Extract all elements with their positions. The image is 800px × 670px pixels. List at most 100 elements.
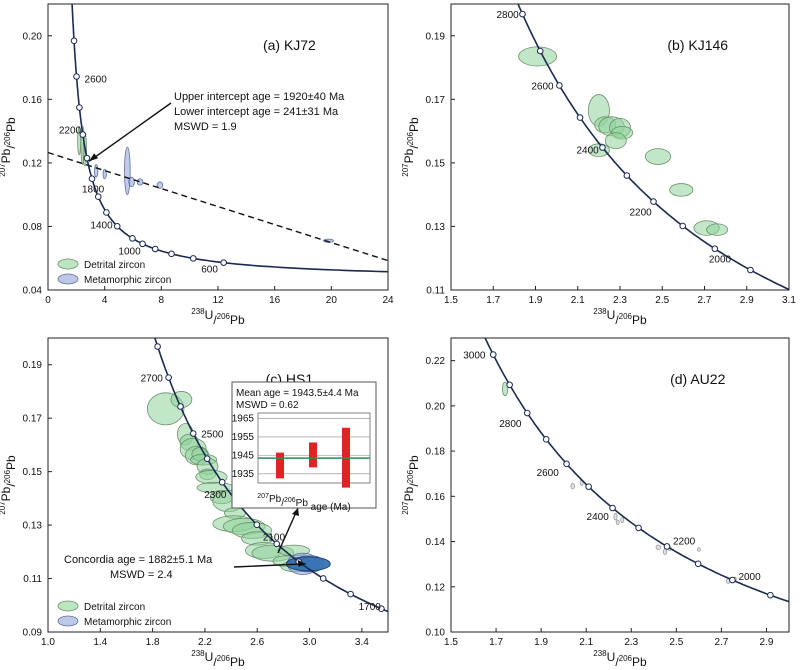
x-tick-label: 2.7 (714, 637, 728, 648)
y-tick-label: 0.10 (426, 628, 446, 639)
age-label: 2800 (499, 419, 522, 430)
x-tick-label: 24 (382, 295, 394, 306)
inset-y-tick-label: 1955 (232, 432, 255, 443)
x-tick-label: 3.0 (303, 637, 317, 648)
age-marker (694, 560, 702, 568)
inset-error-bar (309, 442, 317, 468)
legend-detrital-label: Detrital zircon (84, 260, 145, 271)
inset-y-tick-label: 1965 (232, 414, 255, 425)
annotation-arrow (88, 102, 172, 162)
age-label: 2000 (738, 572, 761, 583)
age-marker (189, 255, 197, 262)
age-marker (347, 590, 354, 598)
ellipses (518, 46, 729, 236)
legend-metamorphic-label: Metamorphic zircon (84, 617, 171, 628)
arrow-head (297, 559, 306, 567)
age-marker (663, 543, 671, 550)
y-tick-label: 0.17 (23, 414, 43, 425)
concordia-curve (71, 4, 388, 273)
x-tick-label: 1.4 (93, 637, 107, 648)
x-axis-label: 238U/206Pb (593, 649, 647, 669)
x-tick-label: 2.5 (655, 295, 669, 306)
age-marker (103, 209, 110, 216)
arrow-head (292, 508, 299, 516)
age-marker (73, 73, 80, 80)
x-axis-label: 238U/206Pb (191, 649, 245, 669)
age-marker (650, 198, 657, 205)
inset-mswd: MSWD = 0.62 (236, 400, 299, 411)
age-marker (542, 436, 550, 443)
age-label: 2200 (673, 536, 696, 547)
x-tick-label: 2.9 (740, 295, 754, 306)
x-tick-label: 2.9 (760, 637, 774, 648)
panel-d: 1.5 1.7 1.9 2.1 2.3 2.5 2.7 2.9 0.10 0.12 0.14 0.16… (401, 337, 790, 669)
y-tick-label: 0.04 (23, 286, 43, 297)
x-tick-label: 16 (269, 295, 281, 306)
y-tick-label: 0.18 (426, 447, 446, 458)
age-marker (94, 193, 102, 201)
panel-c: 1.0 1.4 1.8 2.2 2.6 3.0 3.4 0.09 0.11 0.13 0.15 0.1… (0, 337, 389, 669)
age-marker (253, 521, 261, 528)
age-label: 1400 (90, 220, 113, 231)
age-marker (79, 131, 87, 138)
data-ellipse (706, 223, 729, 236)
data-ellipse (615, 519, 620, 525)
y-tick-label: 0.15 (426, 158, 446, 169)
ellipses (501, 381, 737, 584)
inset-y-tick-label: 1945 (232, 450, 255, 461)
concordia-annotation: Concordia age = 1882±5.1 Ma (64, 554, 213, 566)
x-tick-label: 2.6 (250, 637, 264, 648)
inset-error-bar (276, 452, 284, 479)
age-marker (151, 245, 159, 253)
inset-arrow (277, 507, 299, 554)
age-label: 2600 (531, 81, 554, 92)
x-tick-label: 20 (326, 295, 338, 306)
age-label: 2400 (576, 146, 599, 157)
x-tick-label: 1.7 (486, 295, 500, 306)
x-tick-label: 2.3 (624, 637, 638, 648)
data-ellipse (620, 516, 625, 524)
legend-metamorphic-swatch (57, 615, 79, 627)
plot-area (517, 4, 789, 290)
age-label: 2600 (537, 468, 560, 479)
age-marker (563, 460, 570, 468)
data-ellipse (613, 512, 618, 521)
inset-x-label: 207Pb/206Pb age (Ma) (257, 493, 350, 513)
data-ellipse (128, 176, 135, 188)
x-tick-label: 4 (102, 295, 108, 306)
data-ellipse (662, 548, 668, 555)
x-tick-label: 1.9 (534, 637, 548, 648)
chart-title: (d) AU22 (670, 371, 725, 387)
age-label: 2200 (629, 208, 652, 219)
x-tick-label: 1.5 (444, 637, 458, 648)
age-label: 2600 (85, 75, 108, 86)
data-ellipse (570, 483, 575, 490)
age-marker (556, 82, 563, 89)
concordia-annotation: MSWD = 2.4 (110, 569, 173, 581)
y-tick-label: 0.16 (23, 95, 43, 106)
age-marker (519, 10, 526, 18)
age-marker (729, 576, 736, 584)
age-marker (154, 343, 161, 350)
x-tick-label: 2.5 (669, 637, 683, 648)
intercept-annotation: Upper intercept age = 1920±40 Ma (174, 91, 345, 103)
age-label: 2500 (201, 430, 224, 441)
x-tick-label: 1.7 (489, 637, 503, 648)
age-marker (129, 235, 136, 242)
plot-area (146, 338, 388, 613)
age-label: 2100 (263, 533, 286, 544)
x-tick-label: 2.1 (579, 637, 593, 648)
age-label: 2700 (141, 374, 164, 385)
y-tick-label: 0.20 (426, 401, 446, 412)
age-label: 2000 (709, 255, 732, 266)
y-tick-label: 0.19 (426, 31, 446, 42)
data-ellipse (102, 168, 107, 180)
x-tick-label: 3.1 (782, 295, 796, 306)
inset-title: Mean age = 1943.5±4.4 Ma (236, 388, 359, 399)
data-ellipse (94, 164, 99, 178)
x-tick-label: 1.9 (529, 295, 543, 306)
y-tick-label: 0.12 (23, 158, 43, 169)
age-marker (576, 114, 584, 121)
